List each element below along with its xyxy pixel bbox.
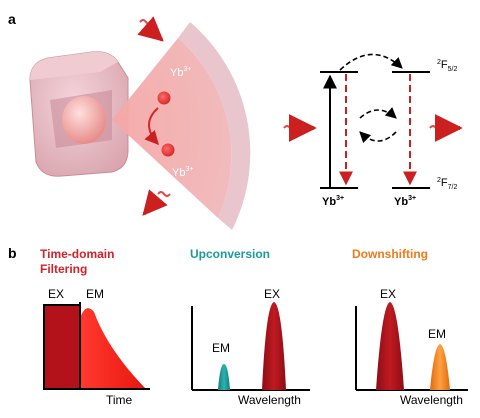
transfer-arrow-upper	[339, 53, 403, 71]
photon-out-arrow-right-panel	[429, 114, 463, 142]
downshifting-em-peak	[430, 344, 450, 390]
upper-level-label: 2F5/2	[437, 59, 457, 73]
downshifting-ex-label: EX	[380, 287, 396, 301]
downshifting-title: Downshifting	[352, 247, 428, 261]
lower-level-label: 2F7/2	[437, 177, 457, 191]
yb-ion-top-dot	[157, 91, 171, 105]
time-axis-label: Time	[106, 393, 133, 407]
transfer-arrow-mid-bottom	[359, 131, 397, 144]
time-domain-title-line1: Time-domain	[40, 247, 114, 261]
nanocube-illustration	[29, 51, 129, 177]
panel-a-label: a	[8, 11, 16, 27]
photon-in-arrow-right-panel	[283, 114, 317, 142]
upconversion-ex-label: EX	[264, 287, 280, 301]
em-decay-curve	[80, 308, 146, 389]
yb-ion-bottom-dot	[161, 143, 175, 157]
upconversion-ex-peak	[262, 302, 286, 390]
transfer-arrow-mid-top	[359, 107, 397, 119]
upconversion-em-peak	[218, 364, 230, 390]
magnified-cone	[112, 22, 251, 230]
downshifting-ex-peak	[376, 302, 404, 390]
ion-right-label: Yb3+	[394, 195, 416, 208]
energy-transfer-arrow	[144, 107, 159, 146]
panel-b-label: b	[8, 245, 17, 261]
core-sphere	[62, 96, 106, 144]
ex-pulse	[43, 304, 81, 390]
ion-left-label: Yb3+	[322, 195, 344, 208]
downshifting-em-label: EM	[428, 327, 446, 341]
time-domain-title-line2: Filtering	[40, 262, 87, 276]
photon-out-arrow-bottom	[142, 189, 171, 216]
downshifting-plot	[355, 302, 468, 391]
time-ex-label: EX	[48, 287, 64, 301]
downshifting-axis-label: Wavelength	[400, 393, 463, 407]
upconversion-title: Upconversion	[190, 247, 270, 261]
cone-ion-top-label: Yb3+	[170, 66, 191, 79]
upconversion-plot	[191, 302, 310, 391]
photon-in-arrow-top	[137, 16, 164, 42]
time-em-label: EM	[86, 287, 104, 301]
time-domain-plot	[43, 302, 150, 390]
energy-level-diagram	[283, 53, 463, 189]
cone-ion-bottom-label: Yb3+	[172, 166, 193, 179]
upconversion-em-label: EM	[212, 341, 230, 355]
upconversion-axis-label: Wavelength	[238, 393, 301, 407]
